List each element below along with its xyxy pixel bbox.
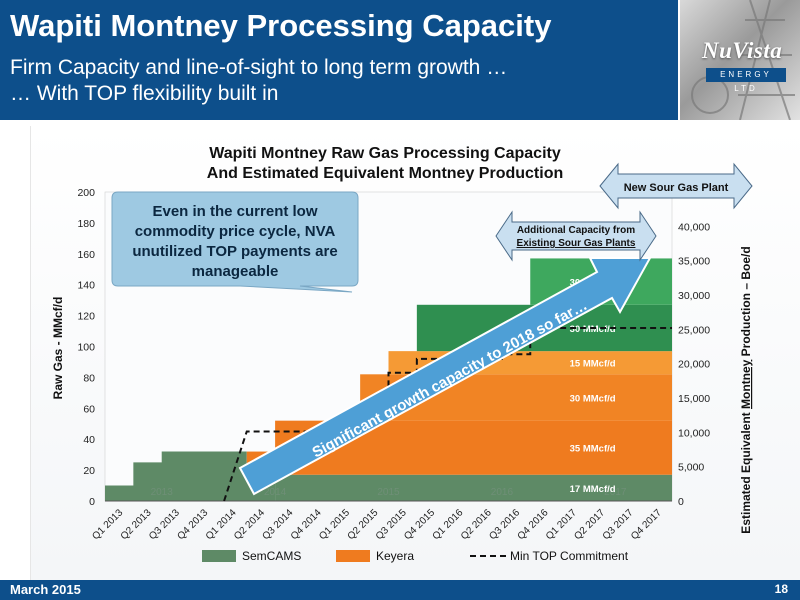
- growth-arrow: [238, 257, 652, 496]
- y-axis-label: Raw Gas - MMcf/d: [51, 297, 65, 400]
- header-bar: Wapiti Montney Processing Capacity Firm …: [0, 0, 678, 120]
- semcams-early-area: [105, 451, 276, 501]
- year-label: 2017: [604, 487, 627, 498]
- y-tick-label: 40: [83, 434, 95, 446]
- capacity-block-label: 35 MMcf/d: [570, 444, 616, 455]
- y2-tick-label: 35,000: [678, 256, 710, 268]
- chart-title-line-2: And Estimated Equivalent Montney Product…: [207, 165, 563, 182]
- capacity-block-label: 30 MMcf/d: [570, 324, 616, 335]
- y-tick-label: 0: [89, 496, 95, 508]
- capacity-block-label: 17 MMcf/d: [570, 484, 616, 495]
- y2-tick-label: 40,000: [678, 221, 710, 233]
- y2-axis-label: Estimated Equivalent Montney Production …: [739, 246, 753, 533]
- y-tick-label: 120: [77, 311, 95, 323]
- y-tick-label: 160: [77, 249, 95, 261]
- new-sour-gas-label: New Sour Gas Plant: [624, 182, 729, 194]
- logo-tagline: ENERGY LTD: [706, 68, 786, 93]
- y-tick-label: 20: [83, 465, 95, 477]
- logo-wordmark: NuVista: [702, 38, 783, 63]
- y2-tick-label: 5,000: [678, 462, 704, 474]
- additional-capacity-label-1: Additional Capacity from: [517, 225, 635, 236]
- capacity-block-1: [275, 474, 672, 501]
- y-tick-label: 200: [77, 187, 95, 199]
- legend-label-keyera: Keyera: [376, 549, 414, 563]
- footer-bar: March 2015 18: [0, 580, 800, 600]
- year-label: 2015: [377, 487, 400, 498]
- year-label: 2013: [151, 487, 174, 498]
- callout-bubble: [111, 191, 359, 293]
- y2-tick-label: 0: [678, 496, 684, 508]
- y-tick-label: 80: [83, 372, 95, 384]
- y-tick-label: 180: [77, 218, 95, 230]
- y-tick-label: 100: [77, 342, 95, 354]
- year-label: 2016: [491, 487, 514, 498]
- legend-swatch-semcams: [202, 550, 236, 562]
- y2-tick-label: 20,000: [678, 359, 710, 371]
- x-tick-label: Q4 2017: [629, 507, 664, 542]
- legend-label-semcams: SemCAMS: [242, 549, 301, 563]
- page-number: 18: [774, 582, 788, 596]
- y2-tick-label: 25,000: [678, 324, 710, 336]
- page-title: Wapiti Montney Processing Capacity: [10, 8, 552, 43]
- year-label: 2014: [264, 487, 287, 498]
- y-tick-label: 60: [83, 403, 95, 415]
- new-sour-gas-arrow: [599, 162, 753, 210]
- additional-capacity-arrow: [495, 210, 657, 262]
- legend-label-min-top: Min TOP Commitment: [510, 549, 629, 563]
- y2-tick-label: 30,000: [678, 290, 710, 302]
- y2-tick-label: 15,000: [678, 393, 710, 405]
- company-logo: NuVista ENERGY LTD: [680, 0, 800, 120]
- chart-title-line-1: Wapiti Montney Raw Gas Processing Capaci…: [209, 145, 561, 162]
- legend-swatch-keyera: [336, 550, 370, 562]
- capacity-chart: Wapiti Montney Raw Gas Processing Capaci…: [51, 145, 753, 563]
- y2-tick-label: 10,000: [678, 427, 710, 439]
- capacity-block-label: 30 MMcf/d: [570, 393, 616, 404]
- additional-capacity-label-2: Existing Sour Gas Plants: [517, 238, 636, 249]
- capacity-block-label: 15 MMcf/d: [570, 359, 616, 370]
- subtitle-line-1: Firm Capacity and line-of-sight to long …: [10, 56, 508, 79]
- footer-date: March 2015: [10, 582, 81, 597]
- subtitle-line-2: … With TOP flexibility built in: [10, 82, 279, 105]
- y-tick-label: 140: [77, 280, 95, 292]
- callout-text: Even in the current low commodity price c…: [132, 203, 337, 280]
